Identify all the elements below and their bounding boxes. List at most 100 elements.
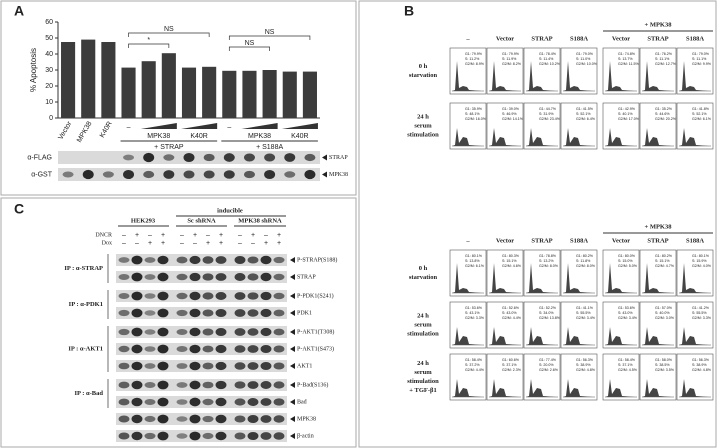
blot-band-label: STRAP [329, 155, 348, 161]
column-header: S188A [570, 237, 588, 244]
phase-percent: G1: 35.2% [655, 107, 673, 111]
histogram [642, 128, 672, 146]
blot-band [234, 255, 246, 265]
bar [101, 42, 116, 118]
blot-band [157, 291, 169, 301]
blot-band [234, 345, 246, 353]
histogram [605, 379, 635, 397]
ip-label: IP : α-STRAP [64, 265, 103, 272]
histogram [452, 327, 482, 345]
phase-percent: G2/M: 11.5% [618, 62, 640, 66]
blot-band [118, 328, 130, 336]
phase-percent: S: 31.9% [539, 112, 554, 116]
phase-percent: G1: 53.6% [465, 306, 483, 310]
phase-percent: G1: 80.2% [576, 254, 594, 258]
blot-label: P-AKT1(S473) [297, 345, 334, 352]
phase-percent: S: 38.9% [692, 363, 707, 367]
blot-band [144, 274, 156, 280]
blot-band [223, 170, 235, 179]
x-tick-label: – [127, 124, 131, 131]
histogram [605, 327, 635, 345]
blot-strip [116, 360, 287, 372]
phase-percent: S: 11.1% [692, 57, 707, 61]
blot-band [264, 153, 276, 162]
blot-band [260, 255, 272, 265]
phase-percent: S: 55.5% [576, 311, 591, 315]
blot-band [273, 432, 285, 440]
blot-band [202, 415, 214, 423]
arrowhead [290, 274, 295, 280]
histogram [642, 379, 672, 397]
blot-band [176, 382, 188, 388]
phase-percent: S: 40.0% [655, 311, 670, 315]
blot-band [273, 381, 285, 389]
blot-band [176, 399, 188, 405]
histogram [563, 327, 593, 345]
phase-percent: G2/M: 3.0% [655, 316, 675, 320]
blot-band [144, 346, 156, 352]
blot-band [157, 272, 169, 282]
bar [202, 66, 217, 118]
blot-band [264, 169, 276, 180]
arrowhead [290, 293, 295, 299]
phase-percent: S: 11.8% [576, 259, 591, 263]
treatment-sign: + [161, 240, 165, 247]
phase-percent: G1: 80.1% [465, 254, 483, 258]
blot-label: Bad [297, 399, 307, 405]
histogram [563, 61, 593, 91]
blot-strip [116, 396, 287, 408]
phase-percent: G2/M: 6.1% [692, 117, 712, 121]
blot-antibody: α-GST [31, 171, 52, 178]
phase-percent: S: 11.0% [576, 57, 591, 61]
blot-band [202, 256, 214, 264]
phase-percent: G1: 41.8% [692, 107, 710, 111]
phase-percent: G2/M: 20.2% [655, 117, 677, 121]
blot-band [273, 345, 285, 353]
histogram [563, 263, 593, 293]
bar [302, 71, 317, 118]
y-tick-label: 60 [45, 19, 53, 26]
group-label: Sc shRNA [187, 217, 216, 224]
blot-band [183, 170, 195, 179]
phase-percent: S: 48.1% [465, 112, 480, 116]
phase-percent: G1: 42.9% [618, 107, 636, 111]
column-header: – [465, 35, 470, 42]
blot-band [260, 291, 272, 301]
phase-percent: G2/M: 8.0% [576, 264, 596, 268]
blot-band [144, 415, 156, 423]
phase-percent: G2/M: 13.8% [539, 316, 561, 320]
histogram [526, 379, 556, 397]
phase-percent: G1: 58.4% [618, 358, 636, 362]
sub-label: MPK38 [248, 133, 271, 140]
blot-band [215, 327, 227, 337]
x-tick-label: Vector [57, 120, 73, 141]
histogram [526, 61, 556, 91]
blot-band [189, 431, 201, 441]
histogram [679, 61, 709, 91]
phase-percent: G2/M: 23.4% [539, 117, 561, 121]
y-tick-label: 30 [45, 67, 53, 74]
phase-percent: G1: 79.9% [502, 52, 520, 56]
phase-percent: S: 15.1% [502, 259, 517, 263]
significance-label: NS [245, 40, 255, 47]
phase-percent: G1: 78.4% [539, 52, 557, 56]
panel-label: A [14, 3, 24, 19]
blot-band [157, 361, 169, 371]
blot-band [202, 328, 214, 336]
row-label: serum [414, 369, 432, 376]
column-header: S188A [570, 35, 588, 42]
histogram-box [639, 353, 677, 401]
phase-percent: S: 11.2% [465, 57, 480, 61]
blot-label: P-Bad(S136) [297, 381, 328, 388]
phase-percent: S: 11.4% [539, 57, 554, 61]
blot-band [157, 414, 169, 424]
phase-percent: G2/M: 8.2% [502, 62, 522, 66]
blot-band [118, 257, 130, 263]
phase-percent: G2/M: 8.9% [465, 62, 485, 66]
blot-band [234, 273, 246, 281]
arrowhead [290, 329, 295, 335]
phase-percent: S: 38.5% [655, 363, 670, 367]
blot-band [176, 309, 188, 317]
treatment-sign: + [219, 232, 223, 239]
